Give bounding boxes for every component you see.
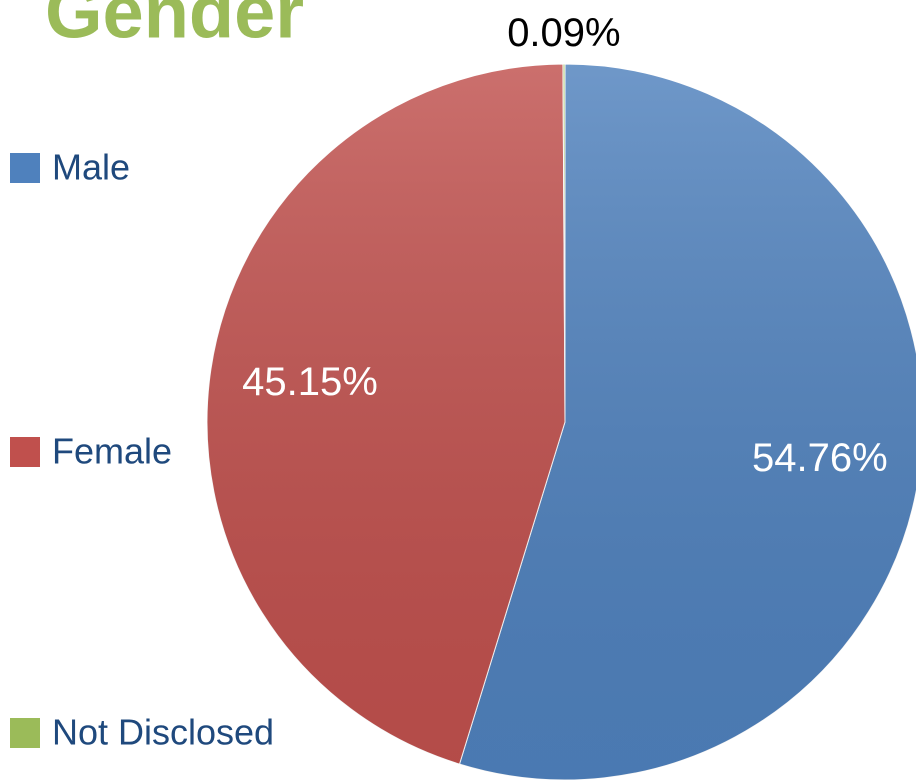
data-label: 54.76% xyxy=(752,436,888,480)
pie xyxy=(206,63,916,781)
legend-swatch xyxy=(10,718,40,748)
chart-title: Gender xyxy=(45,0,304,54)
legend: Male Female Not Disclosed xyxy=(10,147,274,753)
labels: 54.76% 45.15% 0.09% xyxy=(242,11,888,480)
legend-text: Not Disclosed xyxy=(52,712,274,753)
data-label: 0.09% xyxy=(507,11,620,55)
legend-text: Female xyxy=(52,431,172,472)
legend-text: Male xyxy=(52,147,130,188)
data-label: 45.15% xyxy=(242,360,378,404)
legend-swatch xyxy=(10,437,40,467)
legend-swatch xyxy=(10,153,40,183)
